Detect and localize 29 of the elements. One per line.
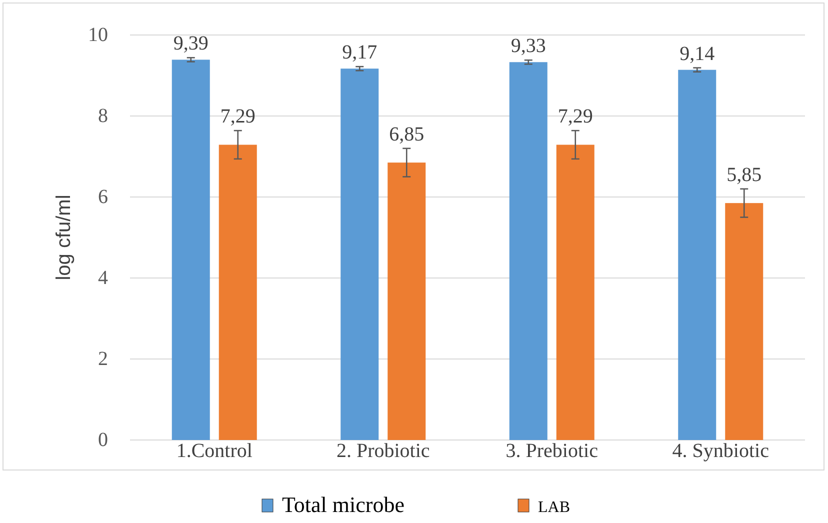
legend-label: Total microbe	[282, 492, 404, 517]
legend-label: LAB	[538, 499, 570, 516]
data-label: 5,85	[726, 164, 762, 186]
y-tick-label: 4	[98, 267, 108, 289]
bar	[678, 70, 716, 440]
data-label: 6,85	[389, 123, 424, 146]
data-label: 9,14	[680, 42, 715, 65]
y-tick-label: 10	[88, 24, 108, 46]
x-tick-label: 3. Prebiotic	[506, 440, 598, 462]
data-label: 9,17	[342, 42, 378, 64]
bar	[172, 60, 210, 440]
bar	[509, 62, 548, 440]
bar	[725, 203, 764, 440]
y-tick-label: 0	[98, 429, 108, 451]
bar	[340, 68, 379, 440]
data-label: 7,29	[220, 106, 256, 128]
bar	[218, 144, 257, 440]
bar	[556, 144, 594, 440]
x-tick-label: 1.Control	[176, 440, 253, 462]
data-label: 9,33	[510, 35, 546, 58]
bar	[388, 162, 426, 440]
y-tick-label: 2	[98, 348, 108, 370]
data-label: 9,39	[173, 32, 208, 55]
x-tick-label: 4. Synbiotic	[672, 440, 770, 462]
data-label: 7,29	[558, 106, 593, 128]
y-tick-label: 6	[98, 186, 108, 208]
y-axis-title: log cfu/ml	[53, 194, 75, 280]
y-tick-label: 8	[98, 105, 108, 127]
x-tick-label: 2. Probiotic	[336, 440, 430, 462]
